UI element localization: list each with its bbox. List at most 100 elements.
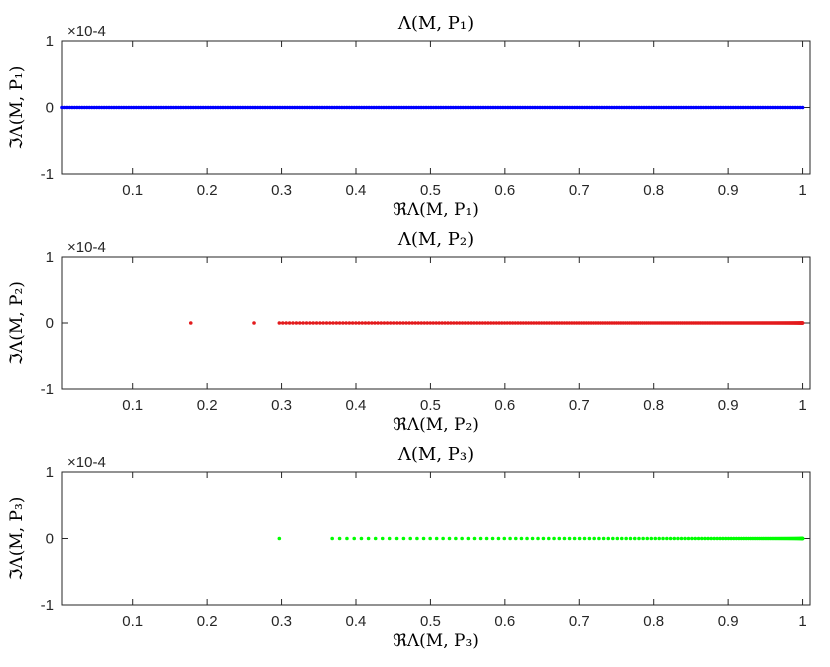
data-point	[481, 105, 485, 110]
data-point	[213, 105, 218, 110]
data-point	[72, 105, 77, 110]
data-point	[498, 105, 503, 110]
x-tick-label: 0.3	[271, 613, 292, 630]
data-point	[449, 105, 453, 110]
data-point	[337, 536, 342, 541]
data-point	[553, 105, 557, 110]
y-axis-label: ℑΛ(M, P₁)	[7, 66, 27, 150]
data-point	[674, 105, 679, 110]
data-point	[493, 105, 498, 110]
data-point	[270, 105, 275, 110]
subplot-3: 0.1 0.2 0.3 0.4 0.5 0.6 0.7 0.8 0.9 1 -1 0 1 ×10-4 Λ(M…	[7, 444, 811, 651]
data-point	[424, 105, 428, 110]
data-point	[431, 105, 436, 110]
data-point	[373, 536, 378, 541]
data-point	[166, 105, 171, 110]
data-point	[483, 105, 488, 110]
data-point	[345, 536, 349, 541]
data-point	[300, 105, 305, 110]
data-point	[783, 105, 788, 110]
x-tick-label: 0.5	[420, 613, 441, 630]
data-point	[533, 105, 537, 110]
data-point	[325, 105, 329, 110]
data-point	[723, 105, 728, 110]
data-point	[340, 105, 344, 110]
data-point	[460, 321, 465, 325]
data-point	[82, 105, 87, 110]
data-point	[362, 105, 366, 110]
data-point	[741, 105, 745, 110]
x-tick-label: 0.5	[420, 397, 441, 414]
data-point	[632, 105, 636, 110]
data-point	[474, 321, 479, 325]
data-point	[377, 105, 381, 110]
data-point	[119, 105, 124, 110]
data-point	[248, 105, 253, 110]
data-point	[679, 105, 683, 110]
data-point	[408, 536, 412, 541]
y-tick-label: 1	[46, 464, 54, 481]
data-point	[773, 105, 778, 110]
data-point	[539, 321, 544, 325]
data-point	[734, 536, 739, 541]
data-point	[582, 536, 587, 541]
data-point	[77, 105, 82, 110]
data-point	[407, 321, 411, 325]
data-point	[746, 105, 750, 110]
data-point	[751, 105, 755, 110]
data-point	[305, 105, 310, 110]
data-point	[379, 321, 384, 325]
data-point	[686, 105, 691, 110]
data-point	[704, 105, 708, 110]
data-point	[341, 321, 345, 325]
x-axis-label: ℜΛ(M, P₁)	[393, 200, 479, 220]
data-point	[387, 536, 392, 541]
data-point	[480, 321, 485, 325]
data-point	[404, 105, 409, 110]
data-point	[428, 536, 432, 541]
data-point	[610, 105, 614, 110]
data-point	[437, 321, 442, 325]
data-point	[490, 536, 495, 541]
data-point	[315, 105, 319, 110]
y-axis-label: ℑΛ(M, P₃)	[7, 497, 27, 581]
data-point	[385, 321, 390, 325]
data-point	[410, 321, 415, 325]
data-point	[491, 321, 496, 325]
data-point	[161, 105, 166, 110]
data-point	[606, 536, 611, 541]
data-point	[558, 105, 562, 110]
data-point	[508, 105, 513, 110]
data-point	[109, 105, 114, 110]
data-point	[310, 105, 314, 110]
data-point	[472, 321, 476, 325]
data-point	[624, 536, 628, 541]
data-point	[139, 105, 144, 110]
data-point	[196, 105, 201, 110]
data-point	[151, 105, 156, 110]
data-point	[411, 105, 416, 110]
data-point	[334, 321, 339, 325]
data-point	[622, 105, 627, 110]
data-point	[327, 321, 332, 325]
data-point	[184, 105, 188, 110]
data-point	[472, 536, 477, 541]
data-point	[440, 321, 444, 325]
data-point	[454, 105, 458, 110]
data-point	[506, 105, 510, 110]
y-tick-label: 0	[46, 100, 54, 117]
data-point	[404, 321, 408, 325]
x-tick-label: 1	[798, 397, 806, 414]
data-point	[709, 105, 713, 110]
data-point	[454, 536, 458, 541]
data-point	[324, 321, 329, 325]
data-point	[308, 321, 312, 325]
data-point	[738, 105, 743, 110]
data-point	[721, 105, 726, 110]
data-point	[398, 321, 402, 325]
data-point	[84, 105, 89, 110]
data-point	[414, 105, 418, 110]
data-point	[117, 105, 121, 110]
data-point	[503, 105, 508, 110]
data-point	[228, 105, 233, 110]
